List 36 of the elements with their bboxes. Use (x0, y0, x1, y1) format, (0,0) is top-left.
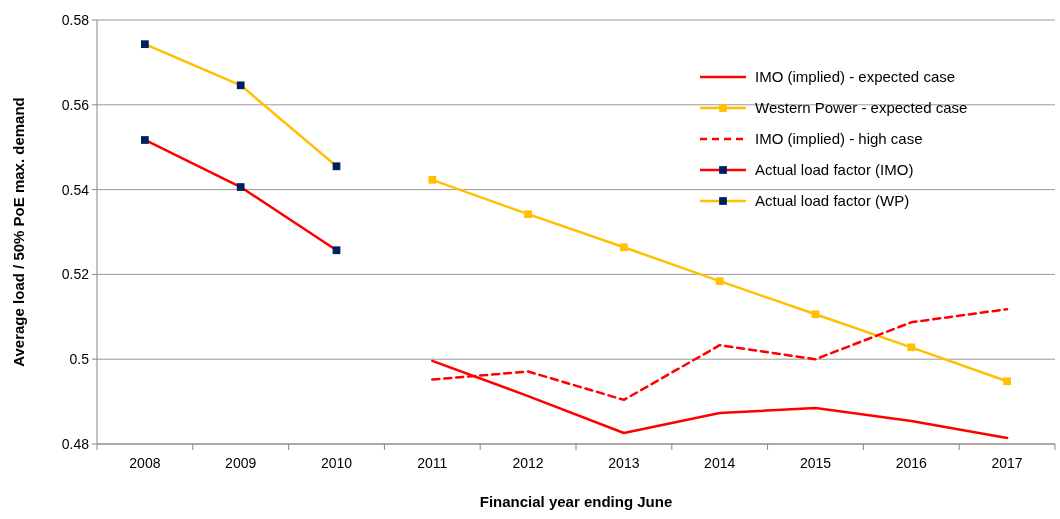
x-tick-label: 2008 (129, 455, 161, 471)
point (332, 246, 341, 255)
legend-label: IMO (implied) - expected case (755, 68, 956, 86)
legend-label: Western Power - expected case (755, 99, 968, 117)
point (620, 243, 628, 252)
point (236, 183, 245, 191)
x-tick-label: 2017 (991, 455, 1023, 471)
x-axis-title: Financial year ending June (479, 493, 673, 510)
x-tick-label: 2009 (225, 455, 257, 471)
point (428, 175, 437, 184)
x-tick-label: 2012 (512, 455, 544, 471)
legend-label: Actual load factor (IMO) (755, 161, 914, 179)
point (141, 136, 149, 144)
point (524, 210, 532, 219)
point (141, 40, 149, 49)
y-tick-label: 0.5 (69, 351, 90, 368)
point (332, 162, 341, 171)
x-tick-label: 2014 (704, 455, 736, 471)
point (811, 310, 820, 319)
point (907, 343, 916, 352)
x-tick-label: 2016 (895, 455, 928, 471)
point (1003, 377, 1011, 386)
point (236, 81, 245, 90)
point (715, 277, 724, 286)
y-axis-title: Average load / 50% PoE max. demand (10, 97, 27, 367)
legend-label: IMO (implied) - high case (755, 130, 923, 148)
legend-label: Actual load factor (WP) (755, 192, 910, 210)
x-tick-label: 2015 (799, 455, 832, 471)
x-tick-label: 2011 (417, 455, 448, 471)
y-tick-label: 0.56 (61, 96, 90, 113)
y-tick-label: 0.48 (61, 435, 90, 452)
y-tick-label: 0.52 (61, 266, 90, 283)
x-tick-label: 2013 (608, 455, 640, 471)
y-tick-label: 0.58 (61, 11, 90, 28)
y-tick-label: 0.54 (61, 181, 90, 198)
x-tick-label: 2010 (320, 455, 353, 471)
